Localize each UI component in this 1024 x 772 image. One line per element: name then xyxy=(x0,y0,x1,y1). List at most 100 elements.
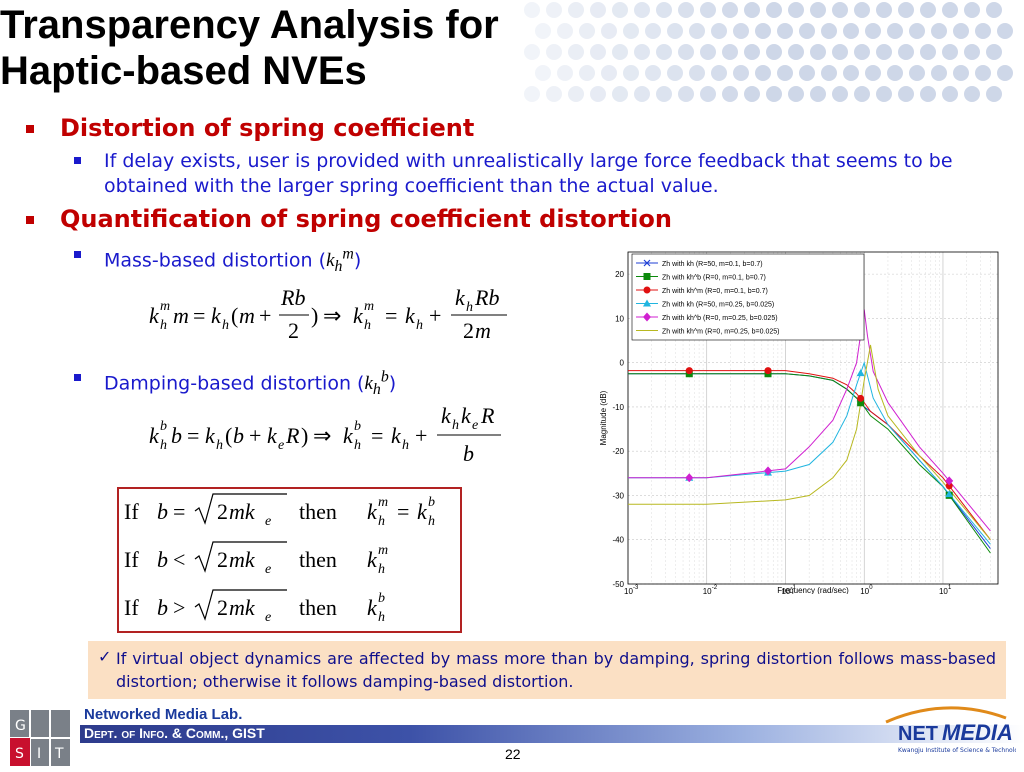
series-marker-3 xyxy=(945,482,953,490)
decor-dot xyxy=(568,44,584,60)
svg-text:>: > xyxy=(173,595,185,620)
legend-label-6: Zh with kh^m (R=0, m=0.25, b=0.025) xyxy=(662,329,779,336)
svg-text:m: m xyxy=(378,495,388,510)
decor-dot xyxy=(524,86,540,102)
note-text: If virtual object dynamics are affected … xyxy=(116,649,996,691)
decor-dot xyxy=(788,2,804,18)
svg-text:h: h xyxy=(378,610,385,625)
decor-dot xyxy=(810,86,826,102)
decor-dot xyxy=(854,44,870,60)
mass-label-text: Mass-based distortion ( xyxy=(104,249,327,272)
decor-dot xyxy=(524,2,540,18)
decor-dot xyxy=(678,86,694,102)
svg-text:k: k xyxy=(455,285,466,310)
svg-text:2: 2 xyxy=(288,318,299,343)
x-tick-exponent: 0 xyxy=(869,585,873,591)
svg-text:T: T xyxy=(54,746,64,762)
svg-text:2: 2 xyxy=(217,595,228,620)
svg-text:mk: mk xyxy=(229,547,256,572)
decor-dot xyxy=(964,44,980,60)
series-marker-3 xyxy=(685,367,693,375)
header-dot-pattern xyxy=(524,2,1013,102)
plot-frame xyxy=(627,251,999,585)
decor-dot xyxy=(623,23,639,39)
svg-text:k: k xyxy=(211,303,222,328)
decor-dot xyxy=(623,65,639,81)
y-tick-label: 10 xyxy=(615,314,624,323)
decor-dot xyxy=(909,23,925,39)
decor-dot xyxy=(931,65,947,81)
decor-dot xyxy=(887,23,903,39)
page-number: 22 xyxy=(505,746,521,762)
svg-text:m: m xyxy=(475,318,491,343)
svg-text:b: b xyxy=(378,591,385,606)
decor-dot xyxy=(689,65,705,81)
series-line-3 xyxy=(628,370,991,541)
decor-dot xyxy=(722,86,738,102)
decor-dot xyxy=(634,2,650,18)
decor-dot xyxy=(634,44,650,60)
decor-dot xyxy=(799,23,815,39)
bullet-distortion-heading: Distortion of spring coefficient xyxy=(60,114,475,142)
svg-text:): ) xyxy=(301,423,308,448)
decor-dot xyxy=(832,2,848,18)
svg-text:h: h xyxy=(466,300,473,315)
decor-dot xyxy=(986,44,1002,60)
svg-text:): ) xyxy=(311,303,318,328)
decor-dot xyxy=(612,44,628,60)
decor-dot xyxy=(788,86,804,102)
decor-dot xyxy=(898,44,914,60)
svg-text:=: = xyxy=(397,499,409,524)
then-label: then xyxy=(299,595,337,620)
svg-text:MEDIA: MEDIA xyxy=(942,720,1013,745)
legend-label-1: Zh with kh (R=50, m=0.1, b=0.7) xyxy=(662,261,763,268)
decor-dot xyxy=(876,44,892,60)
decor-dot xyxy=(931,23,947,39)
condition-formula-box: b = 2 mk e k h m = k h b b < 2 mk e k h … xyxy=(117,487,462,633)
bullet-square-icon xyxy=(26,125,34,133)
decor-dot xyxy=(766,44,782,60)
y-tick-label: -50 xyxy=(612,580,624,589)
if-label: If xyxy=(124,595,139,620)
svg-text:e: e xyxy=(472,418,478,433)
svg-text:Kwangju Institute of Science &: Kwangju Institute of Science & Technolog… xyxy=(898,747,1016,754)
y-axis-label: Magnitude (dB) xyxy=(599,390,608,445)
svg-text:=: = xyxy=(385,303,397,328)
svg-text:b: b xyxy=(428,495,435,510)
svg-text:k: k xyxy=(205,423,216,448)
svg-text:2: 2 xyxy=(217,547,228,572)
decor-dot xyxy=(898,86,914,102)
conclusion-note: ✓ If virtual object dynamics are affecte… xyxy=(88,641,1006,699)
decor-dot xyxy=(876,2,892,18)
decor-dot xyxy=(997,23,1013,39)
legend-label-3: Zh with kh^m (R=0, m=0.1, b=0.7) xyxy=(662,288,768,295)
svg-text:e: e xyxy=(265,610,271,625)
svg-text:k: k xyxy=(441,403,452,428)
svg-text:+: + xyxy=(429,303,441,328)
legend-marker-3 xyxy=(643,286,651,294)
decor-dot xyxy=(678,2,694,18)
decor-dot xyxy=(634,86,650,102)
bullet-quantification-heading: Quantification of spring coefficient dis… xyxy=(60,205,672,233)
svg-text:k: k xyxy=(353,303,364,328)
legend-label-4: Zh with kh (R=50, m=0.25, b=0.025) xyxy=(662,302,774,309)
svg-text:⇒: ⇒ xyxy=(313,423,331,448)
then-label: then xyxy=(299,499,337,524)
decor-dot xyxy=(854,2,870,18)
decor-dot xyxy=(953,65,969,81)
sub-bullet-icon xyxy=(74,157,81,164)
decor-dot xyxy=(766,2,782,18)
decor-dot xyxy=(854,86,870,102)
x-tick-label: 10 xyxy=(781,587,790,594)
series-marker-3 xyxy=(857,394,865,402)
decor-dot xyxy=(546,86,562,102)
svg-text:(: ( xyxy=(231,303,238,328)
decor-dot xyxy=(689,23,705,39)
decor-dot xyxy=(546,44,562,60)
svg-text:R: R xyxy=(480,403,495,428)
legend-box xyxy=(631,253,865,341)
decor-dot xyxy=(524,44,540,60)
y-tick-label: -40 xyxy=(612,536,624,545)
svg-text:k: k xyxy=(405,303,416,328)
y-tick-label: -10 xyxy=(612,403,624,412)
